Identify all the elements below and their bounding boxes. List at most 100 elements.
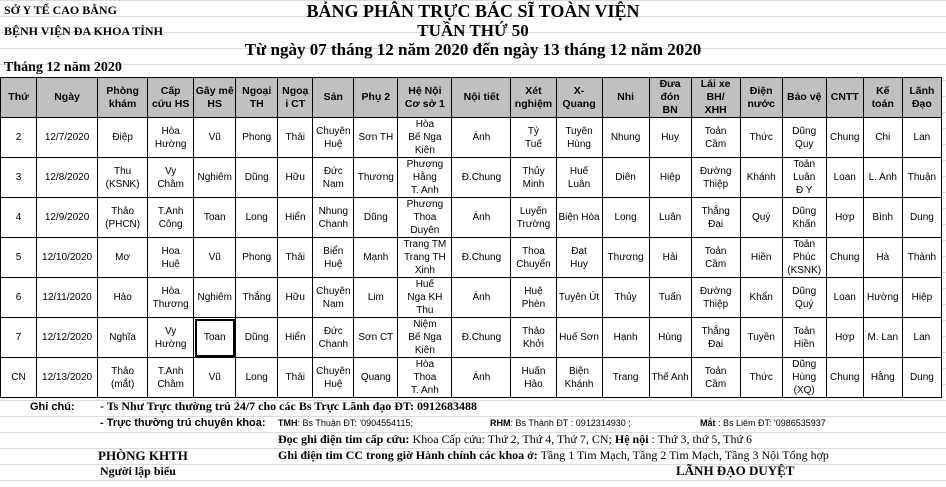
- table-cell[interactable]: Bình: [862, 197, 903, 238]
- table-cell[interactable]: Vũ: [193, 237, 237, 278]
- table-cell[interactable]: Dũng: [235, 317, 279, 358]
- table-cell[interactable]: Khẩn: [739, 277, 783, 318]
- table-cell[interactable]: Mơ: [97, 237, 149, 278]
- table-cell[interactable]: Hòa Thoa T. Anh: [397, 357, 453, 398]
- table-cell[interactable]: Quý: [739, 197, 783, 238]
- table-cell[interactable]: Hòa Thương: [147, 277, 195, 318]
- table-cell[interactable]: Tý Tuế: [510, 117, 557, 158]
- table-cell[interactable]: 3: [0, 157, 38, 198]
- table-cell[interactable]: Thắng: [235, 277, 279, 318]
- table-cell[interactable]: Loan: [825, 157, 864, 198]
- table-cell[interactable]: Đ.Chung: [451, 237, 512, 278]
- table-cell[interactable]: Thủy Minh: [510, 157, 557, 198]
- table-cell[interactable]: Hiển: [277, 197, 314, 238]
- table-cell[interactable]: Huệ Phèn: [510, 277, 557, 318]
- table-cell[interactable]: 7: [0, 317, 38, 358]
- table-cell[interactable]: Đ.Chung: [451, 157, 512, 198]
- table-cell[interactable]: Hằng: [862, 357, 903, 398]
- table-cell[interactable]: Toan: [193, 317, 237, 358]
- table-cell[interactable]: Hiền: [739, 237, 783, 278]
- table-cell[interactable]: Phương Thoa Duyên: [397, 197, 453, 238]
- table-cell[interactable]: T.Anh Châm: [147, 357, 195, 398]
- table-cell[interactable]: Hòa Hường: [147, 117, 195, 158]
- table-cell[interactable]: Thành: [901, 237, 943, 278]
- table-cell[interactable]: Luân: [648, 197, 692, 238]
- table-cell[interactable]: 12/8/2020: [36, 157, 99, 198]
- table-cell[interactable]: Hiệp: [901, 277, 943, 318]
- table-cell[interactable]: Long: [601, 197, 650, 238]
- table-cell[interactable]: Toan: [193, 197, 237, 238]
- table-cell[interactable]: Loan: [825, 277, 864, 318]
- table-cell[interactable]: Thắng Đại: [690, 317, 741, 358]
- table-cell[interactable]: Thu (KSNK): [97, 157, 149, 198]
- table-cell[interactable]: Đức Nam: [312, 157, 355, 198]
- table-cell[interactable]: Đường Thiệp: [690, 157, 741, 198]
- table-cell[interactable]: Thắng Đại: [690, 197, 741, 238]
- table-cell[interactable]: Thoa Chuyển: [510, 237, 557, 278]
- table-cell[interactable]: Toản Cầm: [690, 117, 741, 158]
- table-cell[interactable]: Huế Sơn: [555, 317, 603, 358]
- table-cell[interactable]: Trang: [601, 357, 650, 398]
- table-cell[interactable]: Dũng Quy: [781, 117, 827, 158]
- table-cell[interactable]: Lim: [353, 277, 399, 318]
- table-cell[interactable]: 6: [0, 277, 38, 318]
- table-cell[interactable]: Nghĩa: [97, 317, 149, 358]
- table-cell[interactable]: Ánh: [451, 197, 512, 238]
- table-cell[interactable]: Thái: [277, 117, 314, 158]
- table-cell[interactable]: Hạnh: [601, 317, 650, 358]
- table-cell[interactable]: Thủy: [601, 277, 650, 318]
- table-cell[interactable]: Chi: [862, 117, 903, 158]
- table-cell[interactable]: 12/12/2020: [36, 317, 99, 358]
- table-cell[interactable]: Lan: [901, 117, 943, 158]
- table-cell[interactable]: Thái: [277, 237, 314, 278]
- table-cell[interactable]: Hữu: [277, 157, 314, 198]
- table-cell[interactable]: 4: [0, 197, 38, 238]
- table-cell[interactable]: Diên: [601, 157, 650, 198]
- table-cell[interactable]: Thức: [739, 357, 783, 398]
- table-cell[interactable]: Mạnh: [353, 237, 399, 278]
- table-cell[interactable]: Vũ: [193, 357, 237, 398]
- table-cell[interactable]: Dung: [901, 197, 943, 238]
- table-cell[interactable]: Trang TM Trang TH Xinh: [397, 237, 453, 278]
- table-cell[interactable]: Thuận: [901, 157, 943, 198]
- table-cell[interactable]: Luyến Trường: [510, 197, 557, 238]
- table-cell[interactable]: Hải: [648, 237, 692, 278]
- table-cell[interactable]: Vũ: [193, 117, 237, 158]
- table-cell[interactable]: 5: [0, 237, 38, 278]
- table-cell[interactable]: Đức Chanh: [312, 317, 355, 358]
- table-cell[interactable]: 12/9/2020: [36, 197, 99, 238]
- table-cell[interactable]: Dũng Khấn: [781, 197, 827, 238]
- table-cell[interactable]: Sơn TH: [353, 117, 399, 158]
- table-cell[interactable]: 12/11/2020: [36, 277, 99, 318]
- table-cell[interactable]: Hường: [862, 277, 903, 318]
- table-cell[interactable]: Sơn CT: [353, 317, 399, 358]
- table-cell[interactable]: Tuyên Út: [555, 277, 603, 318]
- table-cell[interactable]: Quang: [353, 357, 399, 398]
- table-cell[interactable]: Ánh: [451, 277, 512, 318]
- table-cell[interactable]: Phượng Hằng T. Anh: [397, 157, 453, 198]
- table-cell[interactable]: Toản Phúc (KSNK): [781, 237, 827, 278]
- table-cell[interactable]: Đạt Huy: [555, 237, 603, 278]
- table-cell[interactable]: Nhung Chanh: [312, 197, 355, 238]
- table-cell[interactable]: Hòa Bế Nga Kiên: [397, 117, 453, 158]
- table-cell[interactable]: Thương: [601, 237, 650, 278]
- table-cell[interactable]: Toản Cầm: [690, 237, 741, 278]
- table-cell[interactable]: Chuyên Huệ: [312, 357, 355, 398]
- table-cell[interactable]: 2: [0, 117, 38, 158]
- table-cell[interactable]: Biện Khánh: [555, 357, 603, 398]
- table-cell[interactable]: Lan: [901, 317, 943, 358]
- table-cell[interactable]: Hảo: [97, 277, 149, 318]
- table-cell[interactable]: Tuyên Hùng: [555, 117, 603, 158]
- table-cell[interactable]: Tuyền: [739, 317, 783, 358]
- table-cell[interactable]: Thương: [353, 157, 399, 198]
- table-cell[interactable]: Dũng Hùng (XQ): [781, 357, 827, 398]
- table-cell[interactable]: Thảo (PHCN): [97, 197, 149, 238]
- table-cell[interactable]: Chung: [825, 357, 864, 398]
- table-cell[interactable]: Ánh: [451, 357, 512, 398]
- table-cell[interactable]: Thức: [739, 117, 783, 158]
- table-cell[interactable]: Dũng Quý: [781, 277, 827, 318]
- table-cell[interactable]: CN: [0, 357, 38, 398]
- table-cell[interactable]: Hà: [862, 237, 903, 278]
- table-cell[interactable]: Huấn Hảo: [510, 357, 557, 398]
- table-cell[interactable]: Vy Châm: [147, 157, 195, 198]
